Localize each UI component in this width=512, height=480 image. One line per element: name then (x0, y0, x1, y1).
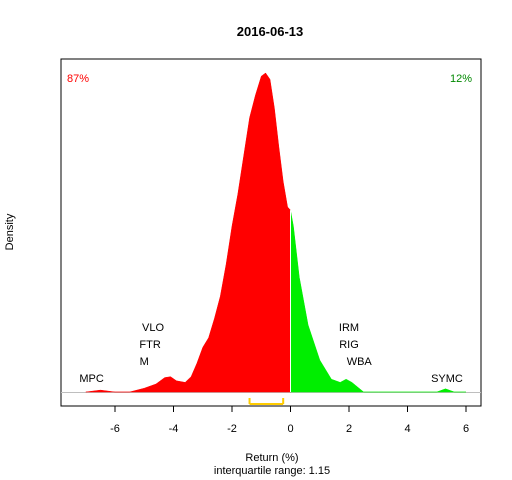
plot-area: -6 -4 -2 0 2 4 6 MPC VLO FTR M IRM RIG WBA SYMC (60, 58, 482, 435)
x-tick-label: -6 (110, 423, 120, 435)
negative-density-area (85, 72, 291, 393)
ticker-annotation: FTR (139, 339, 160, 351)
ticker-annotation: IRM (339, 322, 359, 334)
chart-title: 2016-06-13 (237, 24, 304, 39)
x-tick-label: 0 (287, 423, 293, 435)
ticker-annotation: M (140, 356, 149, 368)
ticker-annotation: SYMC (431, 373, 463, 385)
x-axis-label: Return (%) (245, 452, 298, 464)
ticker-annotation: MPC (79, 373, 104, 385)
ticker-annotation: RIG (339, 339, 359, 351)
x-tick-label: 2 (346, 423, 352, 435)
iqr-caption: interquartile range: 1.15 (214, 465, 330, 477)
positive-density-area (290, 210, 466, 393)
negative-share-label: 87% (67, 73, 89, 85)
x-tick-label: 4 (404, 423, 410, 435)
ticker-annotation: WBA (347, 356, 373, 368)
y-axis-label: Density (4, 213, 16, 250)
iqr-bracket (248, 398, 285, 405)
ticker-annotation: VLO (142, 322, 164, 334)
x-tick-label: 6 (463, 423, 469, 435)
x-tick-label: -4 (169, 423, 179, 435)
positive-share-label: 12% (450, 73, 472, 85)
x-tick-label: -2 (227, 423, 237, 435)
